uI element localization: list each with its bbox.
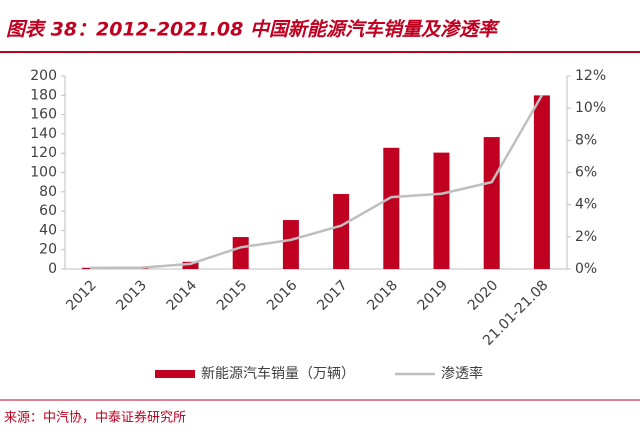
y2-tick-label: 12% xyxy=(575,68,606,84)
x-tick-label: 2018 xyxy=(364,277,401,314)
y-tick-label: 100 xyxy=(30,165,57,181)
y-tick-label: 20 xyxy=(39,242,57,258)
y-tick-label: 40 xyxy=(39,222,57,238)
bar xyxy=(182,261,199,269)
x-tick-label: 2020 xyxy=(465,277,502,314)
line xyxy=(90,94,543,270)
bar xyxy=(333,194,350,269)
bar xyxy=(433,152,450,269)
bar xyxy=(483,137,500,269)
y-tick-label: 160 xyxy=(30,107,57,123)
legend-label: 新能源汽车销量（万辆） xyxy=(201,365,355,382)
bar xyxy=(533,95,550,269)
legend-swatch xyxy=(155,370,195,378)
y2-tick-label: 8% xyxy=(575,132,597,148)
x-tick-label: 2012 xyxy=(63,277,100,314)
x-tick-label: 2013 xyxy=(113,277,150,314)
x-tick-label: 2014 xyxy=(164,277,201,314)
y2-tick-label: 6% xyxy=(575,165,597,181)
source: 来源：中汽协，中泰证券研究所 xyxy=(4,410,186,426)
chart-title: 图表 38：2012-2021.08 中国新能源汽车销量及渗透率 xyxy=(6,19,500,41)
bar xyxy=(82,267,99,269)
y-tick-label: 0 xyxy=(48,261,57,277)
y-tick-label: 200 xyxy=(30,68,57,84)
y2-tick-label: 2% xyxy=(575,229,597,245)
y-tick-label: 120 xyxy=(30,145,57,161)
bar xyxy=(383,147,400,269)
bar xyxy=(232,237,249,269)
legend-label: 渗透率 xyxy=(441,365,483,382)
x-tick-label: 2015 xyxy=(214,277,251,314)
y2-tick-label: 0% xyxy=(575,261,597,277)
x-tick-label: 2016 xyxy=(264,277,301,314)
x-tick-label: 2019 xyxy=(415,277,452,314)
y-tick-label: 140 xyxy=(30,126,57,142)
y-tick-label: 60 xyxy=(39,203,57,219)
y2-tick-label: 4% xyxy=(575,197,597,213)
bar xyxy=(282,220,299,269)
y2-tick-label: 10% xyxy=(575,100,606,116)
y-tick-label: 80 xyxy=(39,184,57,200)
x-tick-label: 2017 xyxy=(314,277,351,314)
y-tick-label: 180 xyxy=(30,87,57,103)
